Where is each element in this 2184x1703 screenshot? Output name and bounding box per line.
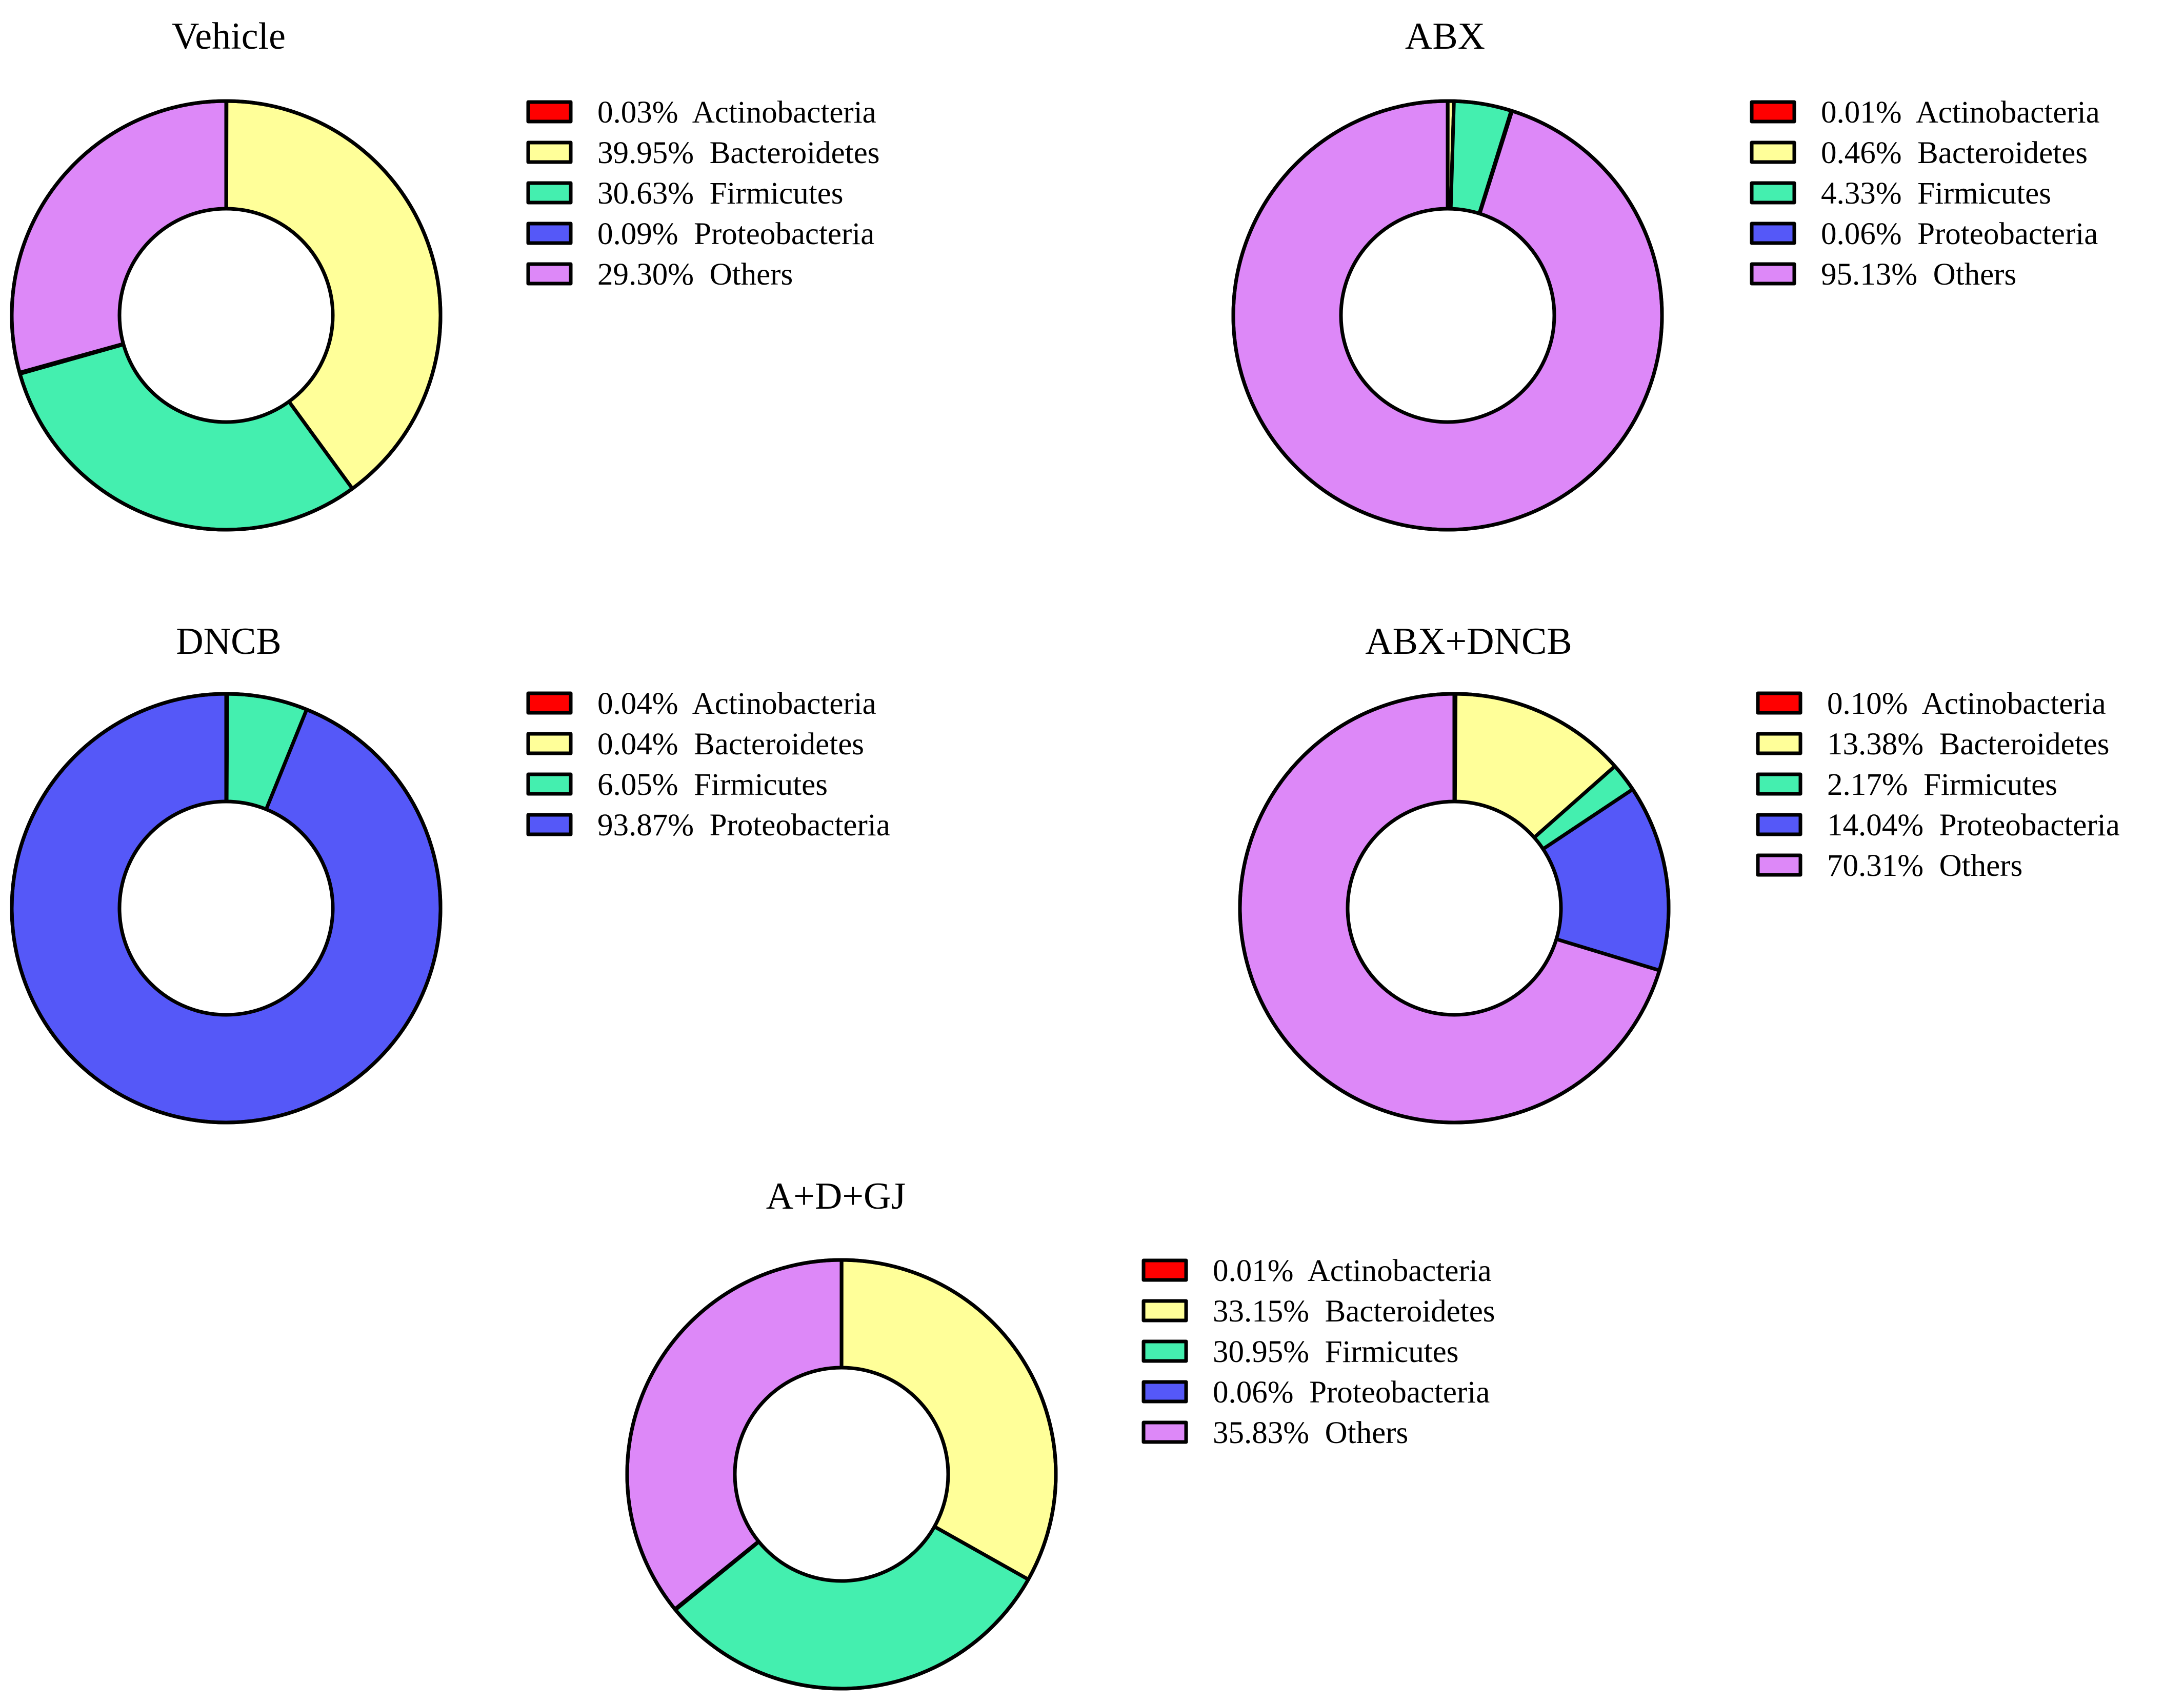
legend-swatch-abx-bacteroidetes [1750,141,1796,164]
chart-title-a-d-gj: A+D+GJ [766,1175,906,1217]
legend-label-a-d-gj-proteobacteria: 0.06% Proteobacteria [1213,1375,1490,1410]
donut-panel-vehicle: Vehicle 0.03% Actinobacteria 39.95% Bacter… [10,15,880,532]
donut-hole-vehicle [117,207,335,424]
legend-swatch-vehicle-proteobacteria [526,222,573,245]
legend-swatch-abx-actinobacteria [1750,100,1796,124]
legend-label-abx-proteobacteria: 0.06% Proteobacteria [1821,217,2098,251]
legend-label-dncb-actinobacteria: 0.04% Actinobacteria [597,687,876,721]
legend-label-dncb-firmicutes: 6.05% Firmicutes [597,768,828,802]
legend-swatch-abx-dncb-others [1756,853,1802,877]
legend-swatch-vehicle-firmicutes [526,181,573,205]
legend-label-a-d-gj-actinobacteria: 0.01% Actinobacteria [1213,1254,1492,1288]
legend-swatch-abx-firmicutes [1750,181,1796,205]
donut-outer-ring-dncb [10,692,443,1125]
legend-swatch-abx-others [1750,262,1796,286]
legend-swatch-a-d-gj-others [1141,1420,1188,1444]
donut-panel-abx: ABX 0.01% Actinobacteria 0.46% Bacteroidet… [1231,15,2100,532]
legend-label-abx-dncb-bacteroidetes: 13.38% Bacteroidetes [1827,727,2110,762]
donut-hole-a-d-gj [733,1366,950,1583]
legend-swatch-a-d-gj-actinobacteria [1141,1258,1188,1282]
donut-outer-ring-abx [1231,99,1664,532]
legend-vehicle: 0.03% Actinobacteria 39.95% Bacteroidetes… [526,95,880,292]
donut-outer-ring-abx-dncb [1238,692,1671,1125]
legend-swatch-dncb-firmicutes [526,772,573,796]
legend-swatch-vehicle-others [526,262,573,286]
legend-label-abx-actinobacteria: 0.01% Actinobacteria [1821,95,2100,130]
donut-hole-abx [1339,207,1556,424]
legend-swatch-dncb-proteobacteria [526,813,573,836]
legend-abx: 0.01% Actinobacteria 0.46% Bacteroidetes 4… [1750,95,2100,292]
legend-swatch-dncb-actinobacteria [526,691,573,715]
legend-label-abx-firmicutes: 4.33% Firmicutes [1821,176,2051,211]
chart-title-dncb: DNCB [176,620,282,663]
legend-label-abx-dncb-proteobacteria: 14.04% Proteobacteria [1827,808,2120,843]
donut-outer-ring-vehicle [10,99,443,532]
legend-label-abx-bacteroidetes: 0.46% Bacteroidetes [1821,136,2088,170]
legend-label-vehicle-others: 29.30% Others [597,257,793,292]
legend-swatch-vehicle-bacteroidetes [526,141,573,164]
donut-panel-dncb: DNCB 0.04% Actinobacteria 0.04% Bacteroide… [10,620,890,1125]
legend-label-a-d-gj-bacteroidetes: 33.15% Bacteroidetes [1213,1294,1495,1329]
donut-outer-ring-a-d-gj [625,1258,1058,1691]
chart-title-vehicle: Vehicle [172,15,286,57]
legend-swatch-a-d-gj-proteobacteria [1141,1380,1188,1404]
legend-label-abx-others: 95.13% Others [1821,257,2016,292]
legend-swatch-a-d-gj-bacteroidetes [1141,1299,1188,1323]
legend-swatch-dncb-bacteroidetes [526,732,573,755]
chart-title-abx-dncb: ABX+DNCB [1365,620,1572,663]
legend-a-d-gj: 0.01% Actinobacteria 33.15% Bacteroidetes… [1141,1254,1495,1450]
legend-abx-dncb: 0.10% Actinobacteria 13.38% Bacteroidetes… [1756,687,2120,883]
legend-label-vehicle-proteobacteria: 0.09% Proteobacteria [597,217,874,251]
legend-swatch-vehicle-actinobacteria [526,100,573,124]
legend-label-a-d-gj-others: 35.83% Others [1213,1416,1408,1450]
donut-panel-a-d-gj: A+D+GJ 0.01% Actinobacteria 33.15% Bactero… [625,1175,1495,1691]
donut-hole-dncb [117,799,335,1017]
chart-title-abx: ABX [1405,15,1485,57]
legend-swatch-abx-dncb-firmicutes [1756,772,1802,796]
legend-swatch-abx-dncb-proteobacteria [1756,813,1802,836]
legend-label-vehicle-bacteroidetes: 39.95% Bacteroidetes [597,136,880,170]
donut-panel-abx-dncb: ABX+DNCB 0.10% Actinobacteria 13.38% Bacte… [1238,620,2120,1125]
legend-swatch-abx-dncb-bacteroidetes [1756,732,1802,755]
legend-swatch-abx-proteobacteria [1750,222,1796,245]
legend-swatch-abx-dncb-actinobacteria [1756,691,1802,715]
legend-label-a-d-gj-firmicutes: 30.95% Firmicutes [1213,1335,1458,1369]
legend-label-dncb-bacteroidetes: 0.04% Bacteroidetes [597,727,864,762]
legend-label-dncb-proteobacteria: 93.87% Proteobacteria [597,808,890,843]
legend-label-vehicle-firmicutes: 30.63% Firmicutes [597,176,843,211]
legend-swatch-a-d-gj-firmicutes [1141,1339,1188,1363]
legend-label-vehicle-actinobacteria: 0.03% Actinobacteria [597,95,876,130]
legend-label-abx-dncb-others: 70.31% Others [1827,849,2022,883]
legend-label-abx-dncb-actinobacteria: 0.10% Actinobacteria [1827,687,2106,721]
donut-hole-abx-dncb [1346,799,1563,1017]
legend-dncb: 0.04% Actinobacteria 0.04% Bacteroidetes 6… [526,687,890,843]
legend-label-abx-dncb-firmicutes: 2.17% Firmicutes [1827,768,2057,802]
